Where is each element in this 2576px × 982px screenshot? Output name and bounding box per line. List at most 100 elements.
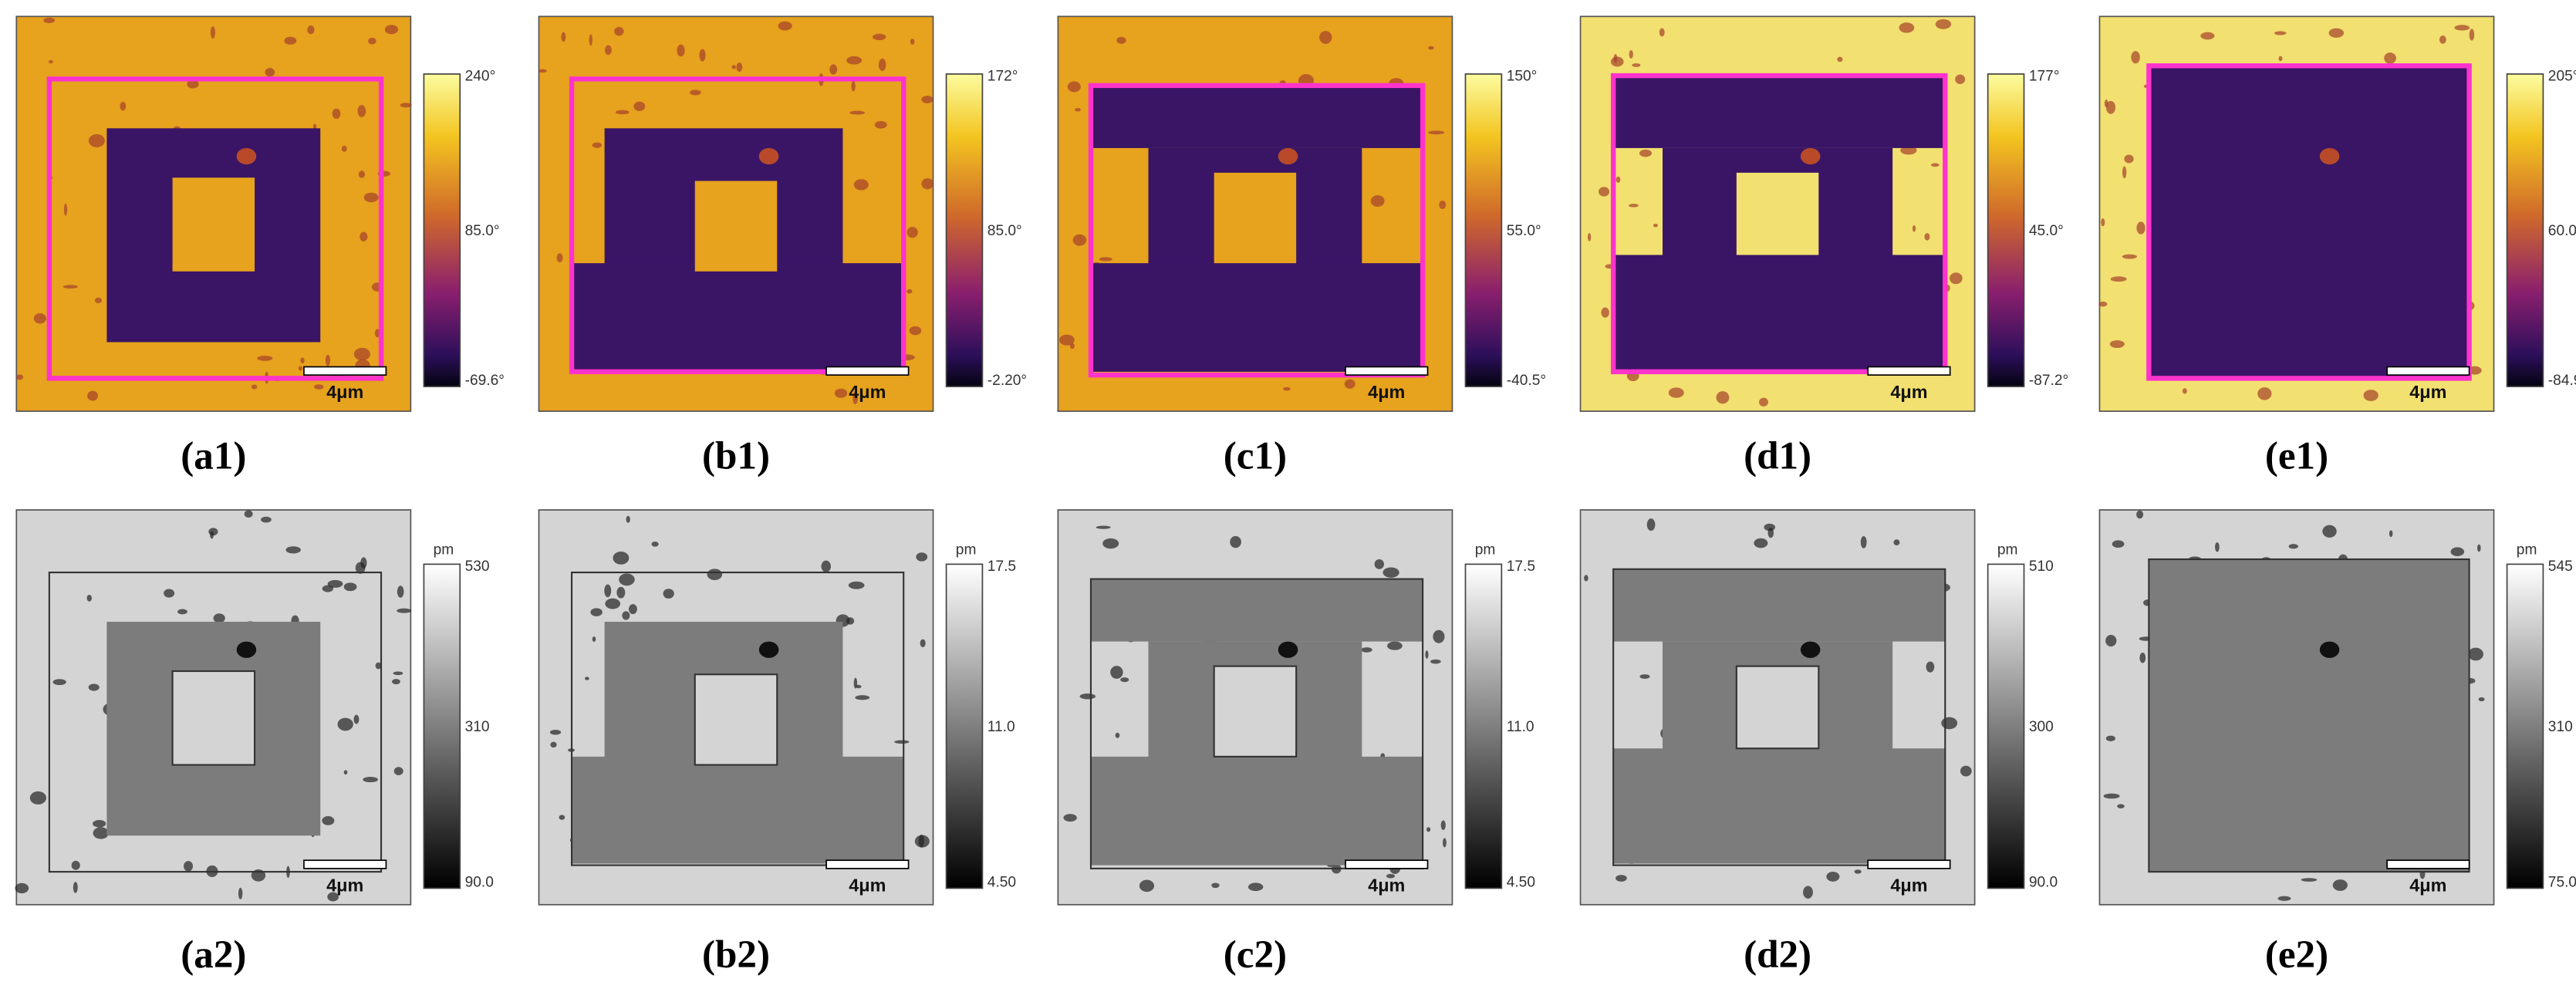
colorbar-tick-label: 177°: [2029, 68, 2060, 84]
defect: [1800, 641, 1821, 658]
speckle: [358, 170, 366, 178]
defect: [1278, 641, 1298, 658]
speckle: [1387, 641, 1403, 650]
colorbar-tick-label: 510: [2029, 558, 2054, 575]
speckle: [2215, 542, 2220, 552]
speckle: [374, 329, 380, 338]
panel: 4μm pm 510 300 90.0 (d2): [1579, 509, 2058, 977]
speckle: [604, 45, 612, 56]
speckle: [1900, 146, 1917, 155]
speckle: [1440, 820, 1446, 830]
write-box: [1089, 578, 1424, 869]
speckle: [1941, 717, 1958, 730]
panel-label: (a2): [181, 933, 246, 977]
speckle: [1433, 629, 1445, 643]
speckle: [353, 714, 360, 724]
speckle: [1599, 187, 1610, 197]
speckle: [2112, 540, 2125, 548]
speckle: [1893, 539, 1900, 546]
speckle: [1361, 647, 1372, 653]
colorbar-unit: pm: [434, 542, 454, 558]
speckle: [307, 25, 315, 35]
speckle: [2109, 340, 2125, 349]
speckle: [626, 515, 630, 523]
write-box: [1612, 568, 1946, 866]
speckle: [2136, 221, 2146, 235]
colorbar-tick-label: 545: [2548, 558, 2573, 575]
colorbar-tick-label: 300: [2029, 719, 2054, 735]
speckle: [1428, 130, 1445, 135]
speckle: [556, 253, 563, 263]
colorbar-tick-label: 150°: [1507, 68, 1538, 84]
domain: [572, 756, 904, 864]
speckle: [1386, 873, 1396, 879]
scale-bar-label: 4μm: [2409, 876, 2446, 896]
domain-hole: [694, 673, 778, 766]
speckle: [251, 384, 258, 390]
speckle: [2110, 276, 2127, 282]
domain: [1090, 85, 1423, 148]
speckle: [210, 531, 214, 539]
write-box: [1088, 83, 1426, 378]
speckle: [1601, 307, 1609, 318]
speckle: [1116, 36, 1126, 44]
scale-bar: [825, 859, 910, 869]
colorbar: [1987, 563, 2025, 889]
colorbar-tick-label: 4.50: [988, 874, 1016, 890]
colorbar-unit: pm: [1997, 542, 2018, 558]
speckle: [592, 142, 603, 148]
speckle: [1247, 882, 1264, 892]
speckle: [313, 384, 324, 390]
panel-label: (d1): [1744, 434, 1811, 478]
speckle: [238, 887, 243, 899]
colorbar-tick-label: 11.0: [988, 719, 1015, 735]
speckle: [894, 740, 910, 744]
speckle: [619, 573, 635, 586]
panel-label: (c2): [1224, 933, 1287, 977]
speckle: [71, 860, 80, 870]
speckle: [613, 551, 630, 565]
scale-bar: [1867, 366, 1951, 376]
speckle: [633, 101, 646, 111]
speckle: [2103, 793, 2120, 799]
speckle: [921, 178, 934, 190]
speckle: [312, 123, 317, 130]
speckle: [2476, 544, 2481, 552]
speckle: [325, 354, 331, 366]
speckle: [677, 44, 685, 57]
colorbar: [945, 73, 984, 387]
speckle: [397, 585, 404, 598]
speckle: [322, 585, 333, 592]
speckle: [63, 203, 68, 216]
speckle: [88, 683, 100, 691]
speckle: [663, 589, 674, 599]
speckle: [284, 36, 297, 45]
colorbar-tick-label: 310: [2548, 719, 2573, 735]
speckle: [1759, 397, 1768, 407]
speckle: [62, 285, 79, 289]
speckle: [1860, 535, 1867, 548]
panel-label: (d2): [1744, 933, 1811, 977]
speckle: [2328, 28, 2345, 38]
speckle: [397, 608, 412, 613]
speckle: [327, 892, 339, 902]
write-box: [1610, 73, 1948, 375]
speckle: [559, 815, 566, 820]
speckle: [1587, 232, 1592, 241]
speckle: [1344, 379, 1356, 389]
colorbar-tick-label: 90.0: [2029, 874, 2058, 890]
speckle: [2288, 544, 2298, 549]
speckle: [355, 562, 366, 574]
speckle: [549, 730, 562, 735]
speckle: [332, 108, 341, 120]
speckle: [1639, 149, 1653, 157]
speckle: [1139, 879, 1155, 893]
domain-hole: [172, 177, 255, 272]
speckle: [2131, 51, 2140, 64]
speckle: [736, 62, 743, 73]
colorbar: [945, 563, 984, 889]
speckle: [1283, 386, 1291, 391]
colorbar-tick-label: 90.0: [465, 874, 494, 890]
speckle: [855, 695, 870, 700]
